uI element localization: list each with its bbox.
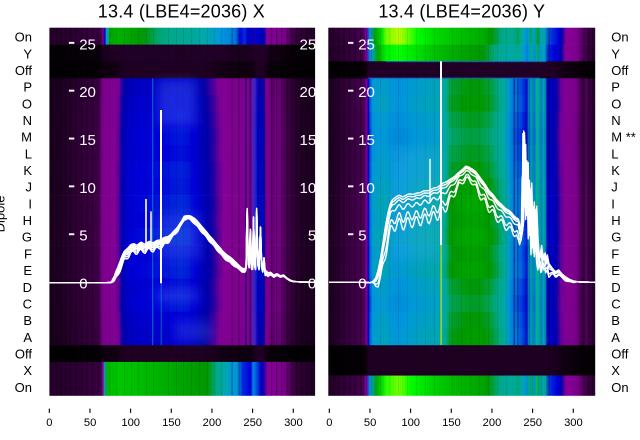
svg-text:20: 20 (79, 84, 96, 101)
svg-text:P: P (23, 80, 32, 95)
svg-text:O: O (611, 96, 621, 111)
svg-text:H: H (23, 213, 32, 228)
svg-text:L: L (25, 146, 32, 161)
svg-text:F: F (24, 246, 32, 261)
svg-text:I: I (611, 196, 615, 211)
svg-text:G: G (22, 230, 32, 245)
svg-text:B: B (611, 313, 620, 328)
svg-text:150: 150 (442, 417, 461, 429)
svg-text:200: 200 (483, 417, 502, 429)
svg-text:C: C (23, 296, 32, 311)
svg-text:0: 0 (326, 417, 332, 429)
svg-text:On: On (611, 380, 628, 395)
svg-text:A: A (611, 330, 620, 345)
svg-text:Off: Off (15, 63, 32, 78)
svg-text:0: 0 (79, 276, 87, 293)
svg-text:P: P (611, 80, 620, 95)
svg-text:F: F (611, 246, 619, 261)
svg-text:J: J (26, 180, 33, 195)
svg-text:5: 5 (79, 228, 87, 245)
svg-text:50: 50 (364, 417, 376, 429)
svg-text:Off: Off (15, 346, 32, 361)
svg-text:25: 25 (300, 36, 317, 53)
svg-text:250: 250 (523, 417, 542, 429)
svg-text:5: 5 (308, 228, 316, 245)
svg-text:10: 10 (79, 180, 96, 197)
svg-text:D: D (23, 280, 32, 295)
svg-text:E: E (23, 263, 32, 278)
svg-text:D: D (611, 280, 620, 295)
svg-text:300: 300 (564, 417, 583, 429)
svg-text:250: 250 (243, 417, 262, 429)
svg-text:I: I (28, 196, 32, 211)
svg-text:15: 15 (300, 132, 317, 149)
svg-text:K: K (23, 163, 32, 178)
svg-text:13.4 (LBE4=2036) X: 13.4 (LBE4=2036) X (98, 2, 265, 22)
svg-text:50: 50 (84, 417, 96, 429)
svg-text:10: 10 (358, 180, 375, 197)
svg-text:15: 15 (358, 132, 375, 149)
svg-text:0: 0 (358, 276, 366, 293)
svg-text:On: On (15, 380, 32, 395)
svg-text:On: On (611, 30, 628, 45)
svg-text:Dipole: Dipole (0, 196, 8, 233)
svg-text:B: B (23, 313, 32, 328)
svg-text:100: 100 (401, 417, 420, 429)
svg-text:H: H (611, 213, 620, 228)
svg-text:Y: Y (611, 46, 620, 61)
svg-text:5: 5 (358, 228, 366, 245)
svg-text:M: M (21, 130, 32, 145)
svg-text:C: C (611, 296, 620, 311)
svg-text:A: A (23, 330, 32, 345)
svg-text:L: L (611, 146, 618, 161)
svg-text:X: X (23, 363, 32, 378)
svg-text:300: 300 (284, 417, 303, 429)
svg-text:X: X (611, 363, 620, 378)
svg-text:0: 0 (46, 417, 52, 429)
svg-text:10: 10 (300, 180, 317, 197)
svg-text:20: 20 (300, 84, 317, 101)
svg-text:Y: Y (23, 46, 32, 61)
svg-text:0: 0 (308, 276, 316, 293)
svg-text:G: G (611, 230, 621, 245)
svg-text:150: 150 (162, 417, 181, 429)
svg-text:On: On (15, 30, 32, 45)
svg-text:20: 20 (358, 84, 375, 101)
svg-text:15: 15 (79, 132, 96, 149)
svg-text:25: 25 (79, 36, 96, 53)
svg-text:13.4 (LBE4=2036) Y: 13.4 (LBE4=2036) Y (378, 2, 545, 22)
svg-text:K: K (611, 163, 620, 178)
svg-text:25: 25 (358, 36, 375, 53)
svg-text:N: N (611, 113, 620, 128)
svg-text:200: 200 (203, 417, 222, 429)
svg-text:Off: Off (611, 63, 628, 78)
svg-text:N: N (23, 113, 32, 128)
svg-text:J: J (611, 180, 618, 195)
svg-text:Off: Off (611, 346, 628, 361)
svg-text:O: O (22, 96, 32, 111)
svg-text:100: 100 (121, 417, 140, 429)
svg-text:E: E (611, 263, 620, 278)
svg-text:M **: M ** (611, 130, 636, 145)
